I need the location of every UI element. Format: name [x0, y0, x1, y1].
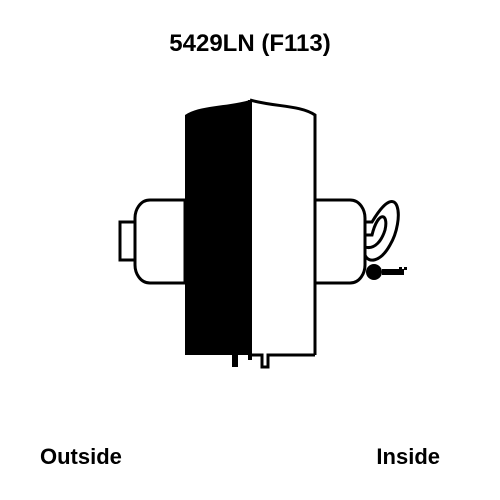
lock-diagram: [80, 95, 420, 385]
product-title: 5429LN (F113): [169, 30, 330, 58]
inside-label: Inside: [376, 444, 440, 470]
lock-svg: [80, 95, 420, 385]
outside-label: Outside: [40, 444, 122, 470]
